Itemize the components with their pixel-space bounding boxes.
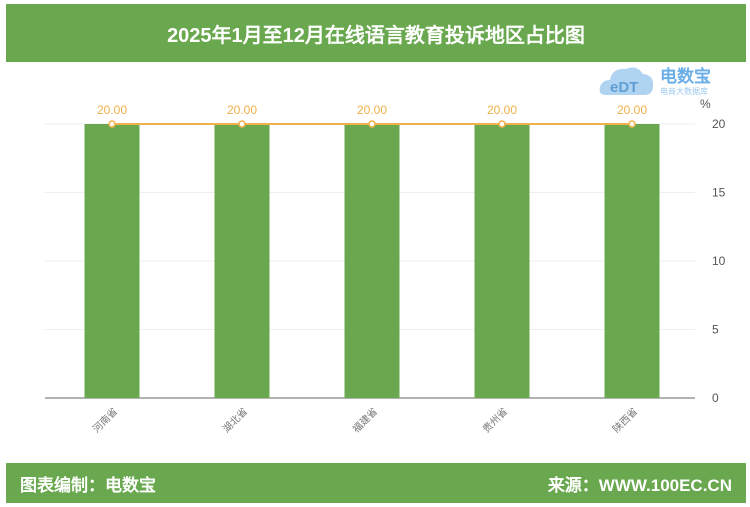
logo-subtext: 电商大数据库: [660, 86, 708, 96]
data-label: 20.00: [97, 103, 127, 117]
line-point: [368, 120, 376, 128]
x-tick-label: 陕西省: [610, 405, 640, 435]
cloud-icon: [599, 67, 654, 95]
line-point: [628, 120, 636, 128]
x-tick-label: 贵州省: [480, 405, 510, 435]
data-label: 20.00: [487, 103, 517, 117]
bar: [84, 124, 140, 398]
x-tick-label: 福建省: [350, 405, 380, 435]
bar: [474, 124, 530, 398]
line-point: [498, 120, 506, 128]
y-tick-label: 20: [712, 117, 726, 131]
y-tick-label: 0: [712, 391, 719, 405]
y-tick-label: 5: [712, 323, 719, 337]
line-point: [238, 120, 246, 128]
data-label: 20.00: [357, 103, 387, 117]
data-label: 20.00: [227, 103, 257, 117]
bar: [214, 124, 270, 398]
y-tick-label: 15: [712, 186, 726, 200]
footer-source: 来源：WWW.100EC.CN: [547, 475, 732, 495]
x-tick-label: 河南省: [90, 405, 120, 435]
y-tick-label: 10: [712, 254, 726, 268]
chart-title: 2025年1月至12月在线语言教育投诉地区占比图: [6, 4, 746, 62]
data-label: 20.00: [617, 103, 647, 117]
y-unit: %: [700, 97, 711, 111]
logo: eDT 电数宝 电商大数据库: [598, 63, 738, 97]
logo-mark: eDT: [610, 79, 638, 96]
bar: [344, 124, 400, 398]
bar: [604, 124, 660, 398]
x-tick-label: 湖北省: [220, 405, 250, 435]
logo-text: 电数宝: [660, 66, 711, 87]
footer-credit: 图表编制：电数宝: [20, 475, 156, 495]
line-point: [108, 120, 116, 128]
footer: 图表编制：电数宝 来源：WWW.100EC.CN: [6, 463, 746, 503]
